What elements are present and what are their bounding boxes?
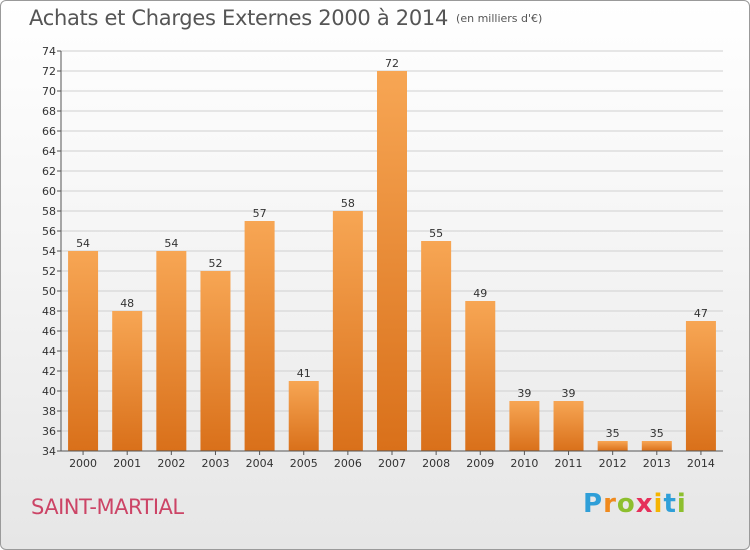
x-tick-label: 2012 [599,457,627,470]
x-tick-label: 2004 [246,457,274,470]
logo-letter: P [583,489,604,519]
bar-value-label: 54 [76,237,90,250]
bar [68,251,99,451]
logo-letter: t [663,489,677,519]
y-tick-label: 38 [42,405,56,418]
bar [112,311,143,451]
bar-value-label: 55 [429,227,443,240]
y-tick-label: 66 [42,125,56,138]
y-tick-label: 56 [42,225,56,238]
y-tick-label: 68 [42,105,56,118]
x-tick-label: 2005 [290,457,318,470]
bar-value-label: 52 [208,257,222,270]
bar [377,71,407,451]
bar-value-label: 47 [694,307,708,320]
bar [156,251,187,451]
x-tick-label: 2010 [510,457,538,470]
logo-letter: i [653,489,664,519]
y-tick-label: 58 [42,205,56,218]
x-tick-label: 2006 [334,457,362,470]
x-tick-label: 2013 [643,457,671,470]
place-name: SAINT-MARTIAL [31,495,184,519]
bar [244,221,275,451]
y-tick-label: 48 [42,305,56,318]
x-tick-label: 2009 [466,457,494,470]
y-tick-label: 44 [42,345,56,358]
bar-value-label: 49 [473,287,487,300]
x-tick-label: 2007 [378,457,406,470]
x-tick-label: 2008 [422,457,450,470]
bar-value-label: 54 [164,237,178,250]
y-tick-label: 60 [42,185,56,198]
logo-letter: r [603,489,617,519]
logo-letter: i [676,489,687,519]
title-unit: (en milliers d'€) [456,12,543,25]
y-tick-label: 74 [42,45,56,58]
bar-value-label: 39 [517,387,531,400]
x-tick-label: 2014 [687,457,715,470]
y-tick-label: 36 [42,425,56,438]
y-tick-label: 52 [42,265,56,278]
x-tick-label: 2002 [157,457,185,470]
bar [421,241,452,451]
y-tick-label: 64 [42,145,56,158]
logo-letter: o [616,489,636,519]
title-main: Achats et Charges Externes 2000 à 2014 [29,6,449,30]
y-tick-label: 54 [42,245,56,258]
bar [200,271,231,451]
bar [685,321,716,451]
bar [553,401,584,451]
y-tick-label: 72 [42,65,56,78]
bar [332,211,363,451]
y-tick-label: 50 [42,285,56,298]
bar-value-label: 35 [606,427,620,440]
bar-value-label: 72 [385,57,399,70]
bar-value-label: 41 [297,367,311,380]
bar [509,401,540,451]
logo-letter: x [635,489,654,519]
y-tick-label: 62 [42,165,56,178]
x-tick-label: 2011 [555,457,583,470]
x-tick-label: 2001 [113,457,141,470]
bar [641,441,672,451]
chart-title: Achats et Charges Externes 2000 à 2014 (e… [29,6,542,30]
bar [597,441,628,451]
x-tick-label: 2003 [201,457,229,470]
bar [288,381,319,451]
bar-value-label: 57 [253,207,267,220]
bar [465,301,496,451]
y-tick-label: 70 [42,85,56,98]
proxiti-logo: Proxiti [583,489,687,519]
bar-value-label: 48 [120,297,134,310]
y-tick-label: 46 [42,325,56,338]
bar-value-label: 58 [341,197,355,210]
y-tick-label: 42 [42,365,56,378]
y-tick-label: 34 [42,445,56,458]
bar-value-label: 39 [562,387,576,400]
y-tick-label: 40 [42,385,56,398]
bar-value-label: 35 [650,427,664,440]
x-tick-label: 2000 [69,457,97,470]
